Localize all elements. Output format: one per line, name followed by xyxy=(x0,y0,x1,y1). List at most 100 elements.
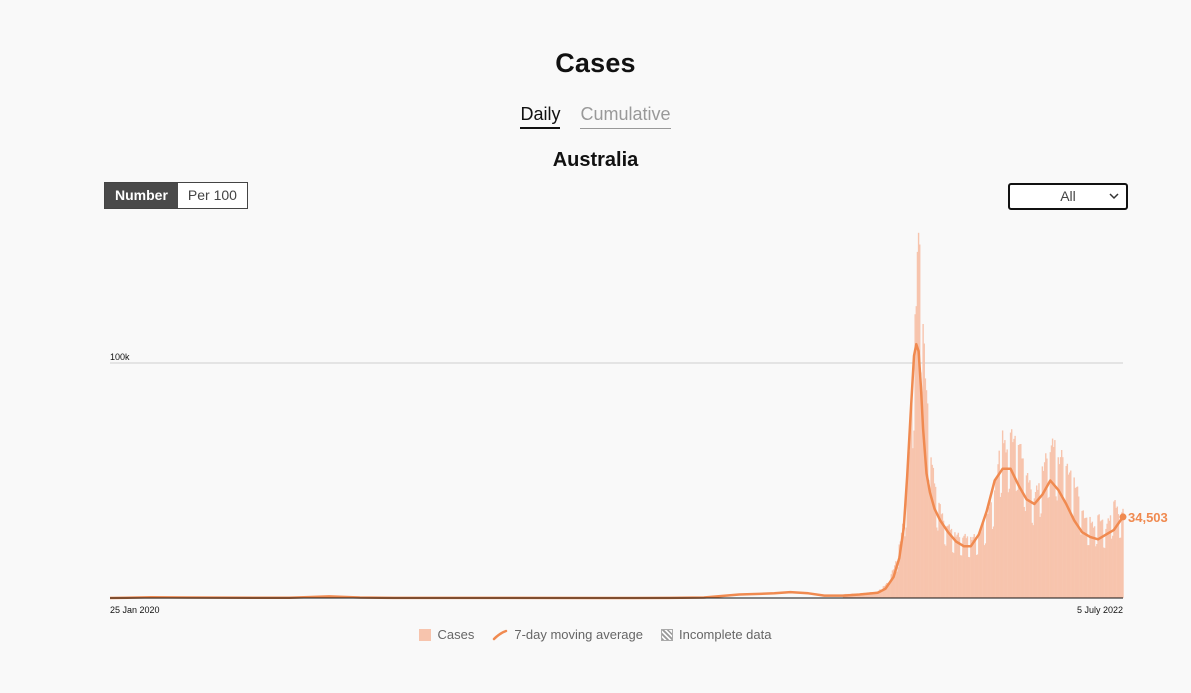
case-bar xyxy=(1106,523,1108,598)
case-bar xyxy=(919,244,921,598)
case-bar xyxy=(972,537,974,598)
case-bar xyxy=(871,592,873,598)
case-bar xyxy=(992,526,995,598)
case-bar xyxy=(905,527,907,598)
case-bar xyxy=(1110,538,1113,598)
x-end-label: 5 July 2022 xyxy=(1077,605,1123,615)
case-bar xyxy=(947,525,949,598)
case-bar xyxy=(1054,440,1056,598)
case-bar xyxy=(912,448,914,598)
case-bar xyxy=(1051,438,1054,598)
case-bar xyxy=(965,538,967,598)
case-bar xyxy=(976,554,979,598)
case-bar xyxy=(973,534,975,598)
case-bar xyxy=(956,534,958,598)
case-bar xyxy=(914,314,916,598)
case-bar xyxy=(950,528,953,598)
range-select-value: All xyxy=(1060,188,1076,204)
case-bar xyxy=(1039,516,1041,598)
case-bar xyxy=(948,524,950,598)
case-bar xyxy=(1074,487,1077,598)
case-bar xyxy=(884,584,887,598)
case-bar xyxy=(873,593,875,598)
case-bar xyxy=(1109,515,1112,598)
case-bar xyxy=(898,544,900,598)
case-bar xyxy=(937,530,939,598)
case-bar xyxy=(1115,507,1117,598)
number-button[interactable]: Number xyxy=(105,183,178,208)
case-bar xyxy=(946,526,948,598)
case-bar xyxy=(1107,518,1109,598)
case-bar xyxy=(963,535,965,598)
case-bar xyxy=(1090,523,1092,598)
region-title: Australia xyxy=(552,149,639,171)
case-bar xyxy=(944,544,946,598)
case-bar xyxy=(989,499,991,598)
case-bar xyxy=(911,393,913,598)
case-bar xyxy=(1050,445,1053,598)
case-bar xyxy=(949,530,952,598)
case-bar xyxy=(1091,521,1094,598)
chevron-down-icon xyxy=(1109,193,1119,200)
case-bar xyxy=(1043,462,1046,598)
case-bar xyxy=(875,591,878,598)
case-bar xyxy=(1035,485,1038,598)
case-bar xyxy=(995,477,997,598)
case-bar xyxy=(967,556,970,598)
case-bar xyxy=(968,557,971,598)
tab-cumulative[interactable]: Cumulative xyxy=(580,104,671,129)
case-bar xyxy=(864,594,866,598)
case-bar xyxy=(894,565,896,598)
case-bar xyxy=(974,537,977,598)
case-bar xyxy=(1028,482,1030,598)
case-bar xyxy=(1042,470,1045,598)
case-bar xyxy=(1030,489,1032,598)
case-bar xyxy=(1083,518,1086,598)
case-bar xyxy=(1009,432,1012,598)
case-bar xyxy=(1104,548,1106,598)
case-bar xyxy=(954,532,956,598)
case-bar xyxy=(1011,429,1013,598)
case-bar xyxy=(878,590,880,598)
case-bar xyxy=(1045,453,1047,598)
case-bar xyxy=(1072,516,1074,598)
case-bar xyxy=(979,529,981,598)
case-bar xyxy=(870,592,872,598)
case-bar xyxy=(1049,452,1052,598)
legend-item-incomplete: Incomplete data xyxy=(660,627,772,642)
case-bar xyxy=(862,593,864,598)
case-bar xyxy=(887,582,889,598)
case-bar xyxy=(1040,513,1042,598)
case-bar xyxy=(922,323,924,598)
case-bar xyxy=(1001,430,1004,598)
case-bar xyxy=(892,569,895,598)
case-bar xyxy=(1056,500,1058,598)
case-bar xyxy=(934,486,937,598)
case-bar xyxy=(990,502,992,598)
case-bar xyxy=(1031,522,1033,598)
range-select[interactable]: All xyxy=(1008,183,1128,210)
per-100-button[interactable]: Per 100 xyxy=(177,183,247,208)
y-tick-label: 100k xyxy=(110,352,130,362)
case-bar xyxy=(1082,510,1084,598)
case-bar xyxy=(957,532,960,598)
case-bar xyxy=(896,571,898,598)
case-bar xyxy=(1021,458,1023,598)
case-bar xyxy=(1012,442,1014,598)
case-bar xyxy=(895,561,897,598)
case-bar xyxy=(931,464,933,598)
hatch-swatch-icon xyxy=(660,628,673,641)
case-bar xyxy=(988,507,990,598)
case-bar xyxy=(881,590,883,598)
case-bar xyxy=(1003,443,1005,598)
case-bar xyxy=(1113,501,1115,598)
case-bar xyxy=(1085,517,1088,598)
case-bar xyxy=(1022,458,1024,598)
case-bar xyxy=(1060,449,1063,598)
case-bar xyxy=(1064,504,1066,598)
case-bar xyxy=(1108,520,1111,598)
case-bar xyxy=(1048,496,1050,598)
tab-daily[interactable]: Daily xyxy=(520,104,561,129)
case-bar xyxy=(981,526,983,598)
case-bar xyxy=(897,567,899,598)
